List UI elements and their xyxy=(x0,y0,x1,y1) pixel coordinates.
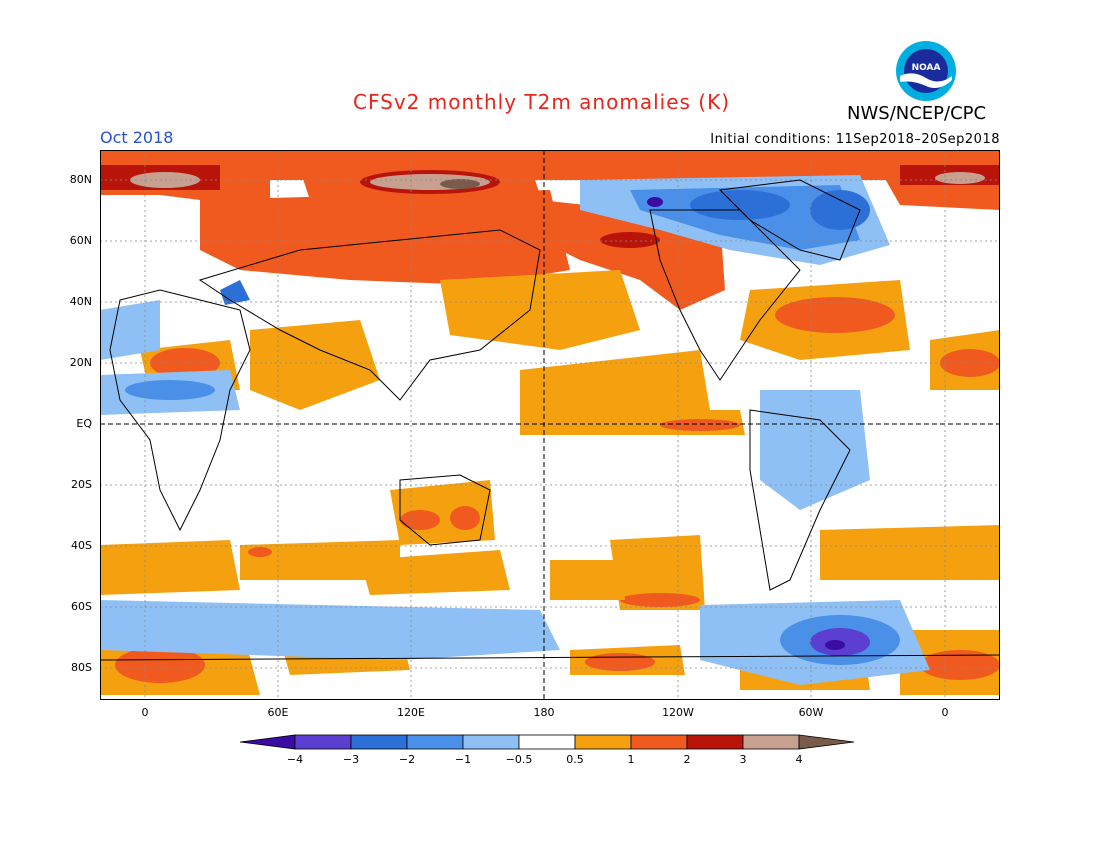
colorbar-tick-label: 1 xyxy=(628,753,635,766)
colorbar-tick-label: 4 xyxy=(796,753,803,766)
lat-label-60n: 60N xyxy=(69,234,92,247)
colorbar-tick-label: −2 xyxy=(399,753,415,766)
lat-label-40n: 40N xyxy=(69,295,92,308)
lat-label-20s: 20S xyxy=(71,478,92,491)
lat-label-80n: 80N xyxy=(69,173,92,186)
colorbar-segment xyxy=(462,734,520,750)
lat-label-60s: 60S xyxy=(71,600,92,613)
lat-label-20n: 20N xyxy=(69,356,92,369)
equator-dateline xyxy=(100,150,1000,700)
agency-label: NWS/NCEP/CPC xyxy=(847,103,987,124)
logo-text: NOAA xyxy=(912,63,941,73)
noaa-logo-icon: NOAA xyxy=(896,41,956,101)
colorbar-segment xyxy=(240,734,296,750)
colorbar-segment xyxy=(518,734,576,750)
lon-label-60w: 60W xyxy=(798,706,824,719)
lat-label-80s: 80S xyxy=(71,661,92,674)
graticule xyxy=(100,150,1000,700)
colorbar-tick-label: −4 xyxy=(287,753,303,766)
colorbar-segment xyxy=(686,734,744,750)
lon-label-0-east: 0 xyxy=(941,706,949,719)
lat-label-eq: EQ xyxy=(76,417,92,430)
colorbar-tick-label: 2 xyxy=(684,753,691,766)
lat-label-40s: 40S xyxy=(71,539,92,552)
colorbar-segment xyxy=(798,734,855,750)
initial-conditions: Initial conditions: 11Sep2018–20Sep2018 xyxy=(710,132,1000,147)
colorbar-segment xyxy=(742,734,800,750)
colorbar-segment xyxy=(630,734,688,750)
anomaly-map xyxy=(99,149,1001,701)
colorbar: −4 −3 −2 −1 −0.5 0.5 1 2 3 4 xyxy=(240,734,855,766)
lon-label-120e: 120E xyxy=(397,706,425,719)
coastlines xyxy=(99,179,1001,661)
cold-anomaly-regions xyxy=(100,175,930,685)
colorbar-tick-label: −3 xyxy=(343,753,359,766)
colorbar-segment xyxy=(574,734,632,750)
map-title: CFSv2 monthly T2m anomalies (K) xyxy=(353,90,730,114)
colorbar-tick-label: −1 xyxy=(455,753,471,766)
lon-label-0: 0 xyxy=(141,706,149,719)
colorbar-tick-label: 0.5 xyxy=(566,753,584,766)
lon-label-60e: 60E xyxy=(267,706,289,719)
colorbar-tick-label: 3 xyxy=(740,753,747,766)
forecast-month: Oct 2018 xyxy=(100,128,174,147)
lon-label-180: 180 xyxy=(533,706,555,719)
colorbar-segment xyxy=(294,734,352,750)
colorbar-tick-label: −0.5 xyxy=(506,753,533,766)
colorbar-segment xyxy=(406,734,464,750)
colorbar-segment xyxy=(350,734,408,750)
lon-label-120w: 120W xyxy=(662,706,694,719)
